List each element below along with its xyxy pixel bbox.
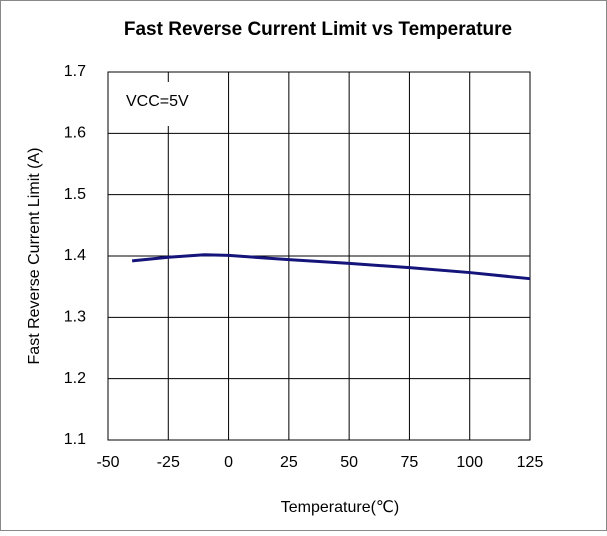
x-tick-label: 25 — [280, 454, 298, 471]
annotation-box — [114, 82, 226, 126]
x-tick-label: 0 — [224, 454, 233, 471]
x-tick-label: 125 — [517, 454, 544, 471]
x-tick-label: 100 — [456, 454, 483, 471]
y-tick-label: 1.6 — [64, 125, 86, 142]
chart-title: Fast Reverse Current Limit vs Temperatur… — [124, 19, 512, 40]
x-tick-label: 50 — [340, 454, 358, 471]
y-tick-label: 1.1 — [64, 431, 86, 448]
x-tick-label: -25 — [157, 454, 180, 471]
data-line — [131, 253, 531, 281]
y-axis-label: Fast Reverse Current Limit (A) — [26, 148, 43, 365]
plot-border — [107, 71, 531, 441]
y-tick-label: 1.3 — [64, 309, 86, 326]
annotation: VCC=5V — [126, 93, 189, 110]
x-tick-label: -50 — [96, 454, 119, 471]
y-tick-label: 1.5 — [64, 186, 86, 203]
y-tick-label: 1.2 — [64, 370, 86, 387]
x-axis-label: Temperature(℃) — [281, 499, 399, 516]
y-tick-label: 1.7 — [64, 63, 86, 80]
x-tick-label: 75 — [401, 454, 419, 471]
y-tick-label: 1.4 — [64, 247, 86, 264]
